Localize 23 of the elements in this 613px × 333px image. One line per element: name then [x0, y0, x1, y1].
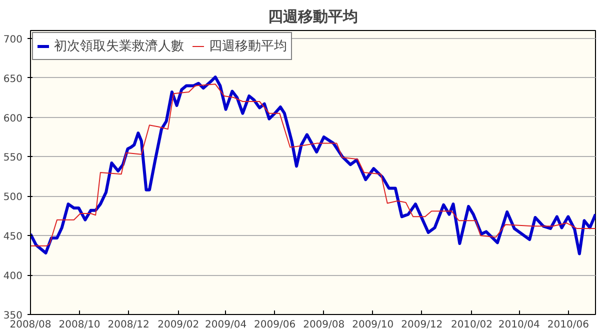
x-tick-label: 2008/12	[108, 320, 150, 330]
y-tick-label: 350	[3, 310, 23, 322]
x-tick-label: 2010/02	[450, 320, 493, 330]
y-tick-label: 450	[3, 232, 23, 243]
x-tick-label: 2010/04	[498, 320, 540, 330]
y-tick-label: 650	[3, 74, 23, 85]
y-tick-label: 700	[3, 34, 23, 46]
legend-label: 四週移動平均	[209, 38, 287, 55]
y-tick-label: 400	[3, 271, 23, 282]
y-tick-label: 500	[3, 192, 23, 204]
legend-label: 初次領取失業救濟人數	[54, 38, 184, 55]
x-tick-label: 2009/02	[158, 320, 200, 330]
chart-title: 四週移動平均	[268, 8, 358, 26]
x-tick-label: 2009/08	[303, 320, 345, 330]
y-tick-label: 550	[3, 152, 23, 164]
x-tick-label: 2008/10	[58, 320, 100, 330]
x-tick-label: 2009/12	[401, 320, 443, 330]
x-tick-label: 2009/10	[352, 320, 394, 330]
x-tick-label: 2008/08	[10, 320, 52, 330]
x-tick-label: 2010/06	[547, 320, 589, 330]
y-tick-label: 600	[3, 113, 23, 124]
x-tick-label: 2009/04	[205, 320, 247, 330]
x-tick-label: 2009/06	[254, 320, 296, 330]
